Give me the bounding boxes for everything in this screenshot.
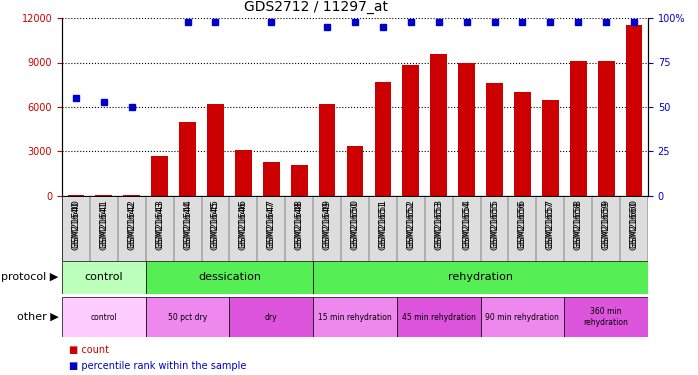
Bar: [480, 297, 564, 337]
Bar: [124, 195, 140, 196]
Bar: [207, 104, 224, 196]
Text: GSM21656: GSM21656: [518, 201, 527, 250]
Bar: [625, 26, 642, 196]
Text: GSM21649: GSM21649: [322, 199, 332, 248]
Text: GSM21660: GSM21660: [630, 199, 639, 248]
Text: GSM21658: GSM21658: [574, 199, 583, 248]
Text: GSM21640: GSM21640: [71, 201, 80, 250]
Bar: [486, 83, 503, 196]
Text: GSM21644: GSM21644: [183, 201, 192, 250]
Text: protocol ▶: protocol ▶: [1, 273, 59, 282]
Text: GSM21655: GSM21655: [490, 201, 499, 250]
Text: GSM21646: GSM21646: [239, 201, 248, 250]
Text: GSM21650: GSM21650: [350, 199, 359, 248]
Bar: [570, 61, 586, 196]
Text: 15 min rehydration: 15 min rehydration: [318, 312, 392, 321]
Text: GSM21659: GSM21659: [602, 201, 611, 250]
Text: GSM21645: GSM21645: [211, 199, 220, 248]
Text: GSM21658: GSM21658: [574, 201, 583, 250]
Text: dessication: dessication: [198, 273, 261, 282]
Text: GSM21648: GSM21648: [295, 201, 304, 250]
Bar: [542, 100, 558, 196]
Text: 360 min
rehydration: 360 min rehydration: [584, 307, 629, 327]
Bar: [375, 82, 392, 196]
Text: GSM21642: GSM21642: [127, 199, 136, 248]
Bar: [151, 156, 168, 196]
Text: GSM21653: GSM21653: [434, 201, 443, 250]
Text: 90 min rehydration: 90 min rehydration: [486, 312, 559, 321]
Text: GSM21655: GSM21655: [490, 199, 499, 248]
Bar: [62, 261, 146, 294]
Text: GSM21653: GSM21653: [434, 199, 443, 248]
Text: GSM21650: GSM21650: [350, 201, 359, 250]
Text: GSM21654: GSM21654: [462, 201, 471, 250]
Text: GSM21656: GSM21656: [518, 199, 527, 248]
Text: 45 min rehydration: 45 min rehydration: [402, 312, 475, 321]
Text: GDS2712 / 11297_at: GDS2712 / 11297_at: [244, 0, 388, 14]
Text: GSM21645: GSM21645: [211, 201, 220, 250]
Text: GSM21652: GSM21652: [406, 201, 415, 250]
Bar: [403, 66, 419, 196]
Text: GSM21648: GSM21648: [295, 199, 304, 248]
Bar: [146, 261, 313, 294]
Bar: [347, 146, 364, 196]
Text: GSM21647: GSM21647: [267, 199, 276, 248]
Bar: [235, 150, 252, 196]
Text: GSM21644: GSM21644: [183, 199, 192, 248]
Bar: [68, 195, 84, 196]
Text: ■ percentile rank within the sample: ■ percentile rank within the sample: [69, 361, 246, 370]
Bar: [597, 61, 614, 196]
Text: GSM21646: GSM21646: [239, 199, 248, 248]
Bar: [319, 104, 336, 196]
Bar: [179, 122, 196, 196]
Bar: [514, 92, 530, 196]
Bar: [459, 63, 475, 196]
Bar: [291, 165, 308, 196]
FancyBboxPatch shape: [62, 196, 648, 261]
Bar: [431, 54, 447, 196]
Bar: [62, 297, 146, 337]
Bar: [96, 195, 112, 196]
Text: GSM21654: GSM21654: [462, 199, 471, 248]
Text: rehydration: rehydration: [448, 273, 513, 282]
Text: GSM21640: GSM21640: [71, 199, 80, 248]
Text: GSM21657: GSM21657: [546, 199, 555, 248]
Bar: [564, 297, 648, 337]
Text: GSM21651: GSM21651: [378, 199, 387, 248]
Text: GSM21642: GSM21642: [127, 201, 136, 250]
Bar: [397, 297, 480, 337]
Bar: [313, 297, 397, 337]
Text: other ▶: other ▶: [17, 312, 59, 322]
Text: GSM21651: GSM21651: [378, 201, 387, 250]
Text: GSM21641: GSM21641: [99, 199, 108, 248]
Text: GSM21649: GSM21649: [322, 201, 332, 250]
Text: GSM21657: GSM21657: [546, 201, 555, 250]
Text: GSM21652: GSM21652: [406, 199, 415, 248]
Bar: [230, 297, 313, 337]
Text: dry: dry: [265, 312, 278, 321]
Text: GSM21643: GSM21643: [155, 201, 164, 250]
Text: GSM21641: GSM21641: [99, 201, 108, 250]
Text: control: control: [91, 312, 117, 321]
Text: ■ count: ■ count: [69, 345, 109, 355]
Text: GSM21659: GSM21659: [602, 199, 611, 248]
Bar: [263, 162, 280, 196]
Bar: [313, 261, 648, 294]
Text: GSM21660: GSM21660: [630, 201, 639, 250]
Text: 50 pct dry: 50 pct dry: [168, 312, 207, 321]
Text: control: control: [84, 273, 123, 282]
Text: GSM21643: GSM21643: [155, 199, 164, 248]
Text: GSM21647: GSM21647: [267, 201, 276, 250]
Bar: [146, 297, 230, 337]
